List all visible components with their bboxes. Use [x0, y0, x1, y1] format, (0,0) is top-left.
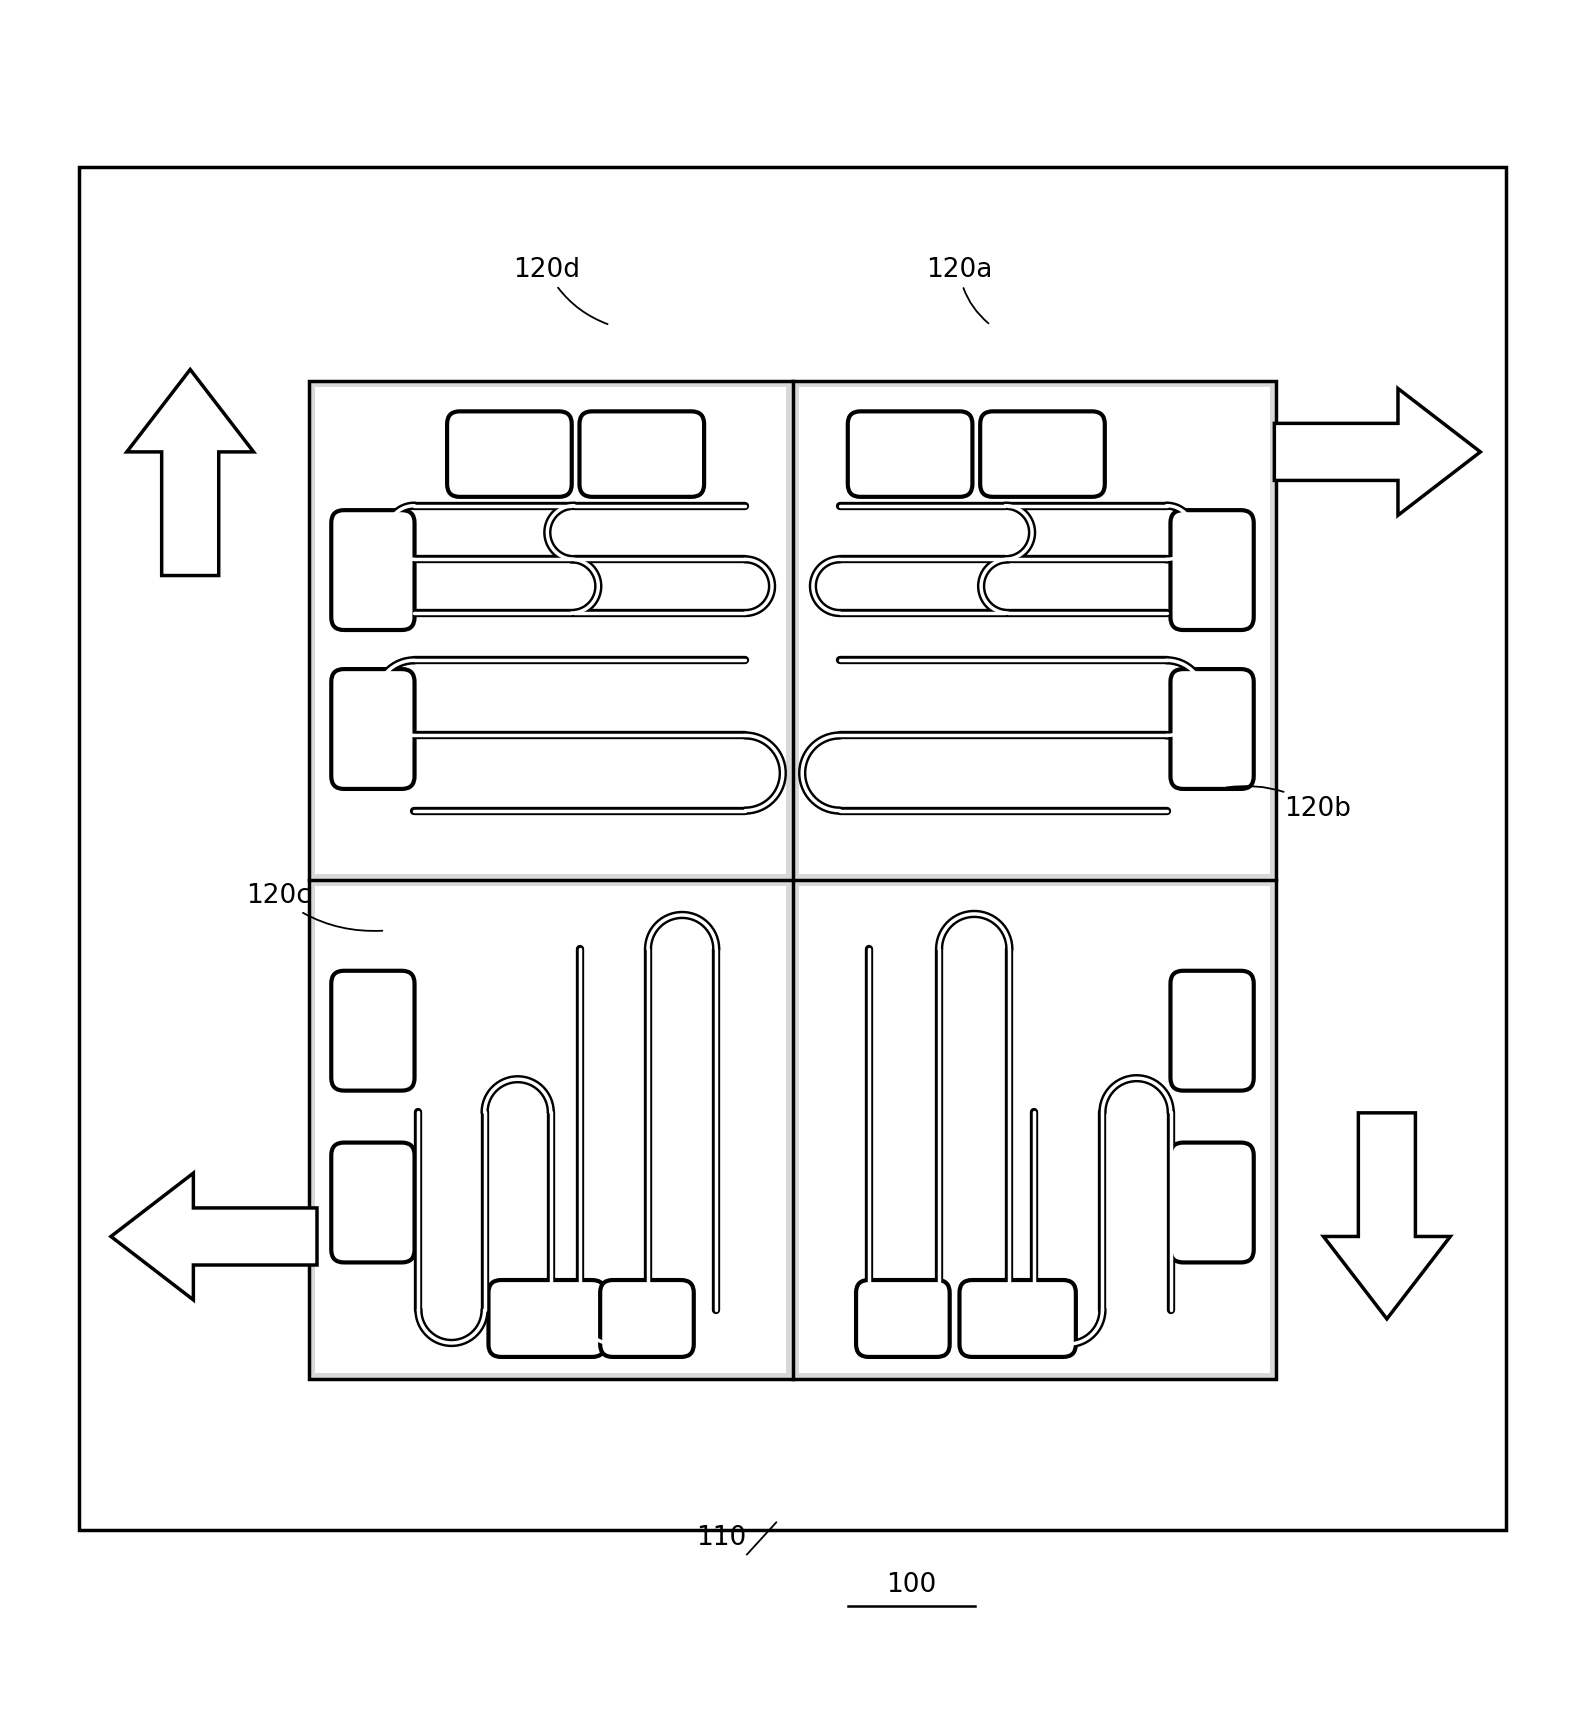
FancyBboxPatch shape	[331, 669, 415, 790]
FancyBboxPatch shape	[331, 971, 415, 1090]
Text: 120a: 120a	[926, 257, 992, 323]
FancyBboxPatch shape	[1170, 510, 1254, 631]
FancyBboxPatch shape	[1170, 669, 1254, 790]
FancyBboxPatch shape	[580, 411, 704, 498]
Text: 100: 100	[886, 1572, 937, 1598]
Text: 120d: 120d	[514, 257, 607, 325]
Polygon shape	[1274, 389, 1480, 515]
FancyBboxPatch shape	[601, 1280, 694, 1356]
Text: 120b: 120b	[1227, 786, 1350, 821]
FancyBboxPatch shape	[1170, 971, 1254, 1090]
FancyBboxPatch shape	[1170, 1142, 1254, 1263]
Polygon shape	[111, 1173, 317, 1299]
FancyBboxPatch shape	[331, 510, 415, 631]
FancyBboxPatch shape	[447, 411, 572, 498]
Text: 120c: 120c	[246, 883, 382, 931]
Bar	[79, 166, 1506, 1529]
Bar	[309, 380, 1276, 1379]
FancyBboxPatch shape	[848, 411, 973, 498]
Bar	[799, 886, 1270, 1372]
Bar	[799, 387, 1270, 874]
FancyBboxPatch shape	[331, 1142, 415, 1263]
Bar	[309, 380, 1276, 1379]
FancyBboxPatch shape	[488, 1280, 605, 1356]
Text: 110: 110	[696, 1524, 747, 1550]
Polygon shape	[127, 370, 254, 575]
Bar	[315, 886, 786, 1372]
Bar	[315, 387, 786, 874]
Polygon shape	[1323, 1113, 1450, 1318]
FancyBboxPatch shape	[980, 411, 1105, 498]
FancyBboxPatch shape	[856, 1280, 949, 1356]
FancyBboxPatch shape	[959, 1280, 1076, 1356]
